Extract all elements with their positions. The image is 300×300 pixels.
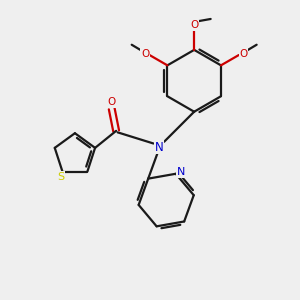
Text: O: O bbox=[141, 49, 149, 58]
Text: N: N bbox=[177, 167, 185, 177]
Text: O: O bbox=[108, 97, 116, 107]
Text: O: O bbox=[239, 49, 247, 58]
Text: N: N bbox=[154, 141, 163, 154]
Text: S: S bbox=[57, 172, 64, 182]
Text: O: O bbox=[190, 20, 198, 30]
